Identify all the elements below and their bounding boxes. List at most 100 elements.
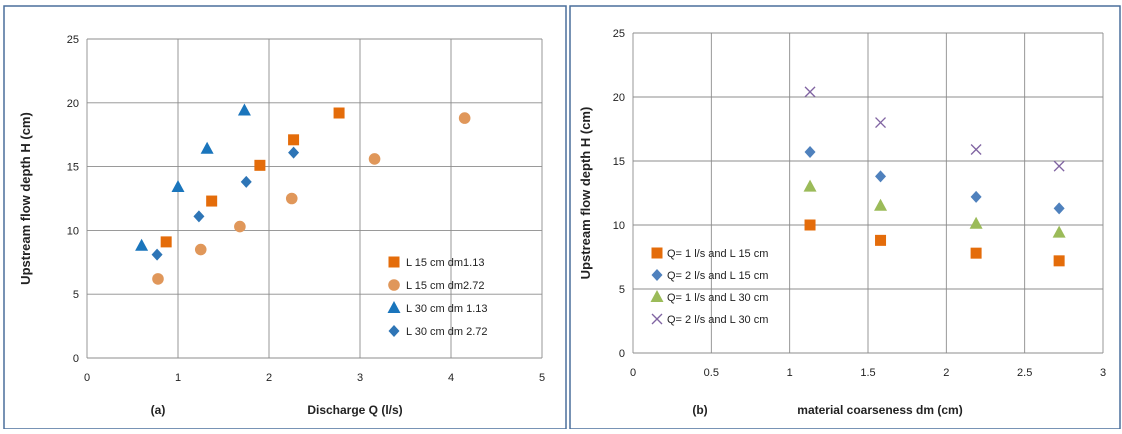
panel-b-series-1-point [804,219,816,231]
panel-a-y-tick-label: 15 [67,162,79,174]
panel-b-series-1-point [970,247,982,259]
panel-b-x-tick-label: 1.5 [860,367,875,379]
panel-b-series-3-point [803,179,817,192]
panel-b-y-tick-label: 5 [619,284,625,296]
panel-b-series-3-point [1052,225,1066,238]
panel-b-series-2-point [875,170,887,183]
panel-b-series-4-point [1053,160,1065,172]
panel-b-series-2 [804,146,1065,215]
panel-b-legend-marker-2 [651,269,663,281]
panel-a-legend-label-2: L 15 cm dm2.72 [406,280,484,292]
panel-a-legend-marker-1 [388,256,400,268]
panel-b: 0 5 10 15 20 25 0 0.5 1 1.5 2 2.5 3 Upstream flow dep… [578,28,1106,417]
panel-b-legend-label-4: Q= 2 l/s and L 30 cm [667,314,768,326]
panel-b-legend-marker-3 [650,290,664,302]
panel-b-series-3-point [969,216,983,229]
panel-a-series-3-point [200,141,214,154]
panel-b-legend-label-2: Q= 2 l/s and L 15 cm [667,270,768,282]
panel-a-series-4-point [288,146,300,159]
panel-a-series-1-point [254,159,266,171]
panel-a-legend-marker-4 [388,325,400,337]
panel-b-y-tick-label: 15 [613,156,625,168]
panel-b-legend-label-3: Q= 1 l/s and L 30 cm [667,292,768,304]
panel-b-x-tick-label: 2 [943,367,949,379]
panel-b-y-tick-label: 0 [619,348,625,360]
panel-a-series-3-point [237,103,251,116]
panel-b-series-1-point [875,234,887,246]
panel-b-series-2-point [1053,202,1065,215]
panel-b-series-3-point [874,198,888,211]
panel-a-x-tick-label: 1 [175,372,181,384]
panel-a-series-2-point [194,243,207,256]
panel-a-legend-marker-3 [387,301,401,313]
panel-b-y-tick-label: 20 [613,92,625,104]
panel-b-series-1 [804,219,1065,267]
panel-a-series-4 [151,146,300,261]
panel-b-series-4-point [804,86,816,98]
panel-a-label: (a) [151,403,166,417]
panel-a-series-2-point [152,273,164,285]
panel-a-frame [3,5,567,430]
panel-a-y-tick-label: 10 [67,225,79,237]
panel-a-y-tick-label: 0 [73,353,79,365]
panel-a-series-2 [152,112,471,285]
panel-a-series-2-point [234,220,246,233]
panel-a: 0 5 10 15 20 25 0 1 2 3 4 5 Upstream flow depth H (c… [18,34,545,417]
panel-b-series-4-point-stroke-2 [875,117,886,129]
panel-b-x-tick-label: 0 [630,367,636,379]
panel-a-x-tick-label: 5 [539,372,545,384]
panel-a-x-tick-label: 2 [266,372,272,384]
panel-a-series-3-point [171,180,185,193]
panel-b-legend-marker-4 [651,313,663,325]
panel-b-x-tick-label: 1 [787,367,793,379]
panel-a-x-tick-label: 0 [84,372,90,384]
panel-b-series-4-point [970,144,982,155]
panel-b-series-2-point [970,190,982,203]
panel-a-x-tick-label: 4 [448,372,454,384]
panel-a-series-1 [160,107,345,248]
panel-b-legend-marker-1 [651,247,663,259]
panel-a-series-2-point [285,192,298,205]
panel-a-legend-marker-2 [388,279,400,291]
panel-a-y-tick-label: 25 [67,34,79,46]
panel-b-frame [569,5,1121,430]
panel-a-x-tick-label: 3 [357,372,363,384]
panel-b-x-axis-label: material coarseness dm (cm) [797,403,962,417]
panel-b-x-tick-label: 2.5 [1017,367,1032,379]
panel-b-y-axis-label: Upstream flow depth H (cm) [578,107,593,280]
panel-a-series-2-point [458,112,471,124]
panel-b-series-4 [804,86,1065,172]
panel-b-series-4-point-stroke-2 [970,144,982,155]
panel-b-series-1-point [1053,255,1065,267]
panel-b-label: (b) [692,403,707,417]
panel-a-series-1-point [160,236,172,248]
panel-a-legend: L 15 cm dm1.13 L 15 cm dm2.72 L 30 cm dm 1… [387,256,488,338]
panel-a-legend-label-3: L 30 cm dm 1.13 [406,303,488,315]
panel-a-legend-label-1: L 15 cm dm1.13 [406,257,484,269]
panel-a-y-axis-label: Upstream flow depth H (cm) [18,112,33,285]
panel-a-series-4-point [240,175,252,188]
panel-b-y-tick-label: 10 [613,220,625,232]
panel-b-series-2-point [804,146,816,159]
panel-a-series-4-point [193,210,205,223]
panel-b-series-4-point-stroke-2 [804,86,816,98]
panel-a-y-tick-label: 5 [73,289,79,301]
panel-b-series-3 [803,179,1066,238]
panel-a-series-2-point [368,153,381,165]
panel-b-y-tick-label: 25 [613,28,625,40]
panel-a-series-1-point [206,195,218,207]
panel-a-x-axis-label: Discharge Q (l/s) [307,403,402,417]
panel-a-series-1-point [288,134,300,146]
panel-a-y-tick-label: 20 [67,98,79,110]
panel-b-legend-label-1: Q= 1 l/s and L 15 cm [667,248,768,260]
panel-a-series-4-point [151,248,163,261]
panel-b-legend: Q= 1 l/s and L 15 cm Q= 2 l/s and L 15 cm… [650,247,768,326]
panel-b-series-4-point-stroke-2 [1053,160,1065,172]
panel-a-series-1-point [333,107,345,119]
panel-b-legend-marker-4-stroke-2 [651,313,663,325]
panel-a-legend-label-4: L 30 cm dm 2.72 [406,326,488,338]
panel-b-x-tick-label: 0.5 [704,367,719,379]
panel-a-series-3 [135,103,251,251]
